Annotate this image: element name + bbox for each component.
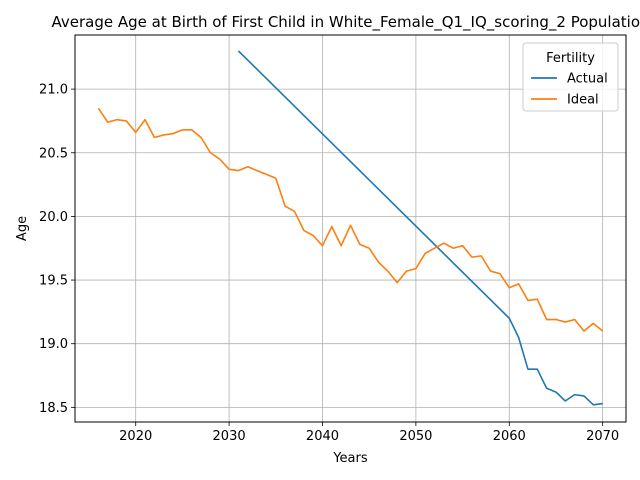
legend-box <box>522 42 619 112</box>
x-tick-label: 2020 <box>119 429 152 444</box>
x-tick-label: 2060 <box>493 429 526 444</box>
y-axis-ticks: 18.5 19.0 19.5 20.0 20.5 21.0 <box>39 83 75 416</box>
chart-title: Average Age at Birth of First Child in W… <box>51 13 640 32</box>
legend-label-ideal: Ideal <box>567 93 599 108</box>
legend: Fertility Actual Ideal <box>522 42 619 112</box>
x-tick-label: 2070 <box>586 429 619 444</box>
y-tick-label: 20.5 <box>39 146 68 161</box>
x-tick-label: 2040 <box>306 429 339 444</box>
x-tick-label: 2050 <box>399 429 432 444</box>
series-line-actual <box>237 50 603 406</box>
plot-area-frame <box>74 34 627 423</box>
y-tick-label: 21.0 <box>39 83 68 98</box>
legend-title: Fertility <box>546 51 595 66</box>
y-tick-label: 20.0 <box>39 210 68 225</box>
x-tick-label: 2030 <box>213 429 246 444</box>
y-tick-label: 19.0 <box>39 337 68 352</box>
y-tick-label: 19.5 <box>39 274 68 289</box>
series-lines <box>97 50 604 406</box>
legend-label-actual: Actual <box>567 72 608 87</box>
x-axis-ticks: 2020 2030 2040 2050 2060 2070 <box>119 422 619 444</box>
y-axis-label: Age <box>15 216 30 241</box>
x-axis-label: Years <box>332 451 368 466</box>
series-line-ideal <box>97 107 604 332</box>
y-tick-label: 18.5 <box>39 401 68 416</box>
